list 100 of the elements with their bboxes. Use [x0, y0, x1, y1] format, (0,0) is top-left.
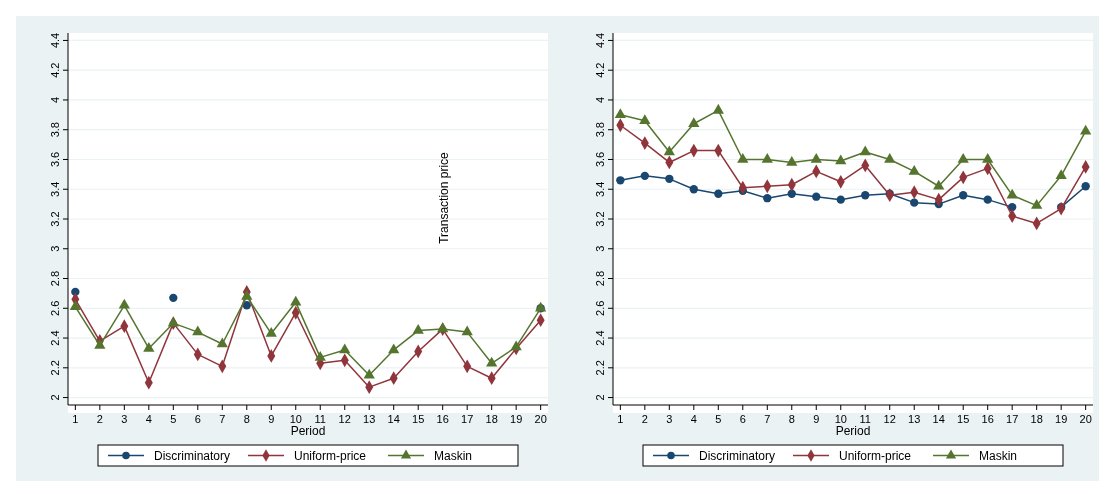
x-tick-label: 11 [314, 413, 326, 425]
x-axis-title: Period [835, 424, 871, 438]
y-tick-label: 3.6 [594, 151, 606, 168]
legend-label: Uniform-price [839, 449, 912, 463]
x-tick-label: 4 [690, 413, 697, 425]
point [1080, 124, 1092, 135]
x-tick-label: 17 [1006, 413, 1019, 425]
point [640, 171, 650, 181]
point [118, 298, 130, 309]
y-tick-label: 3.2 [594, 211, 606, 227]
point [510, 340, 522, 351]
x-tick-label: 11 [859, 413, 871, 425]
point [665, 174, 674, 183]
y-tick-label: 2.8 [49, 270, 61, 287]
point [787, 189, 796, 198]
point [761, 152, 773, 163]
x-tick-label: 1 [617, 413, 624, 425]
x-tick-label: 13 [363, 413, 376, 425]
y-tick-label: 2.4 [594, 330, 606, 346]
point [836, 195, 845, 204]
point [69, 300, 81, 311]
x-tick-label: 14 [932, 413, 945, 425]
x-tick-label: 15 [957, 413, 970, 425]
point [314, 350, 326, 361]
point [763, 193, 772, 203]
legend-label: Discriminatory [154, 449, 231, 463]
x-tick-label: 10 [834, 413, 847, 425]
x-tick-label: 16 [436, 413, 449, 425]
point [486, 356, 498, 367]
x-tick-label: 2 [96, 413, 103, 425]
point [1031, 199, 1043, 209]
y-tick-label: 4 [49, 96, 61, 104]
legend-label: Maskin [434, 449, 473, 463]
point [216, 337, 228, 348]
point [737, 152, 749, 163]
point [461, 325, 473, 336]
point [859, 145, 871, 156]
legend-label: Maskin [979, 449, 1018, 463]
x-tick-label: 14 [387, 413, 400, 425]
x-tick-label: 8 [243, 413, 250, 425]
annotation: Transaction price [437, 151, 451, 244]
point [688, 117, 700, 128]
y-tick-label: 3 [49, 245, 61, 252]
x-tick-label: 16 [981, 413, 994, 425]
y-tick-label: 3 [594, 245, 606, 252]
point [241, 289, 253, 300]
x-tick-label: 3 [666, 413, 673, 425]
point [910, 198, 919, 207]
point [1081, 182, 1090, 191]
point [242, 301, 251, 310]
x-tick-label: 7 [219, 413, 226, 425]
point [714, 189, 723, 198]
x-tick-label: 20 [1079, 413, 1092, 425]
x-tick-label: 7 [764, 413, 771, 425]
y-tick-label: 3.4 [594, 181, 606, 197]
x-tick-label: 13 [908, 413, 921, 425]
point [983, 195, 992, 204]
y-tick-label: 2.6 [49, 300, 61, 316]
point [167, 316, 179, 327]
x-tick-label: 1 [72, 413, 79, 425]
x-tick-label: 2 [641, 413, 648, 425]
point [812, 192, 821, 201]
x-tick-label: 6 [194, 413, 201, 425]
x-tick-label: 8 [788, 413, 795, 425]
x-tick-label: 20 [534, 413, 547, 425]
point [1055, 169, 1067, 180]
y-tick-label: 2.2 [594, 360, 606, 376]
point [957, 152, 969, 163]
x-tick-label: 19 [510, 413, 523, 425]
point [143, 341, 155, 352]
legend-label: Discriminatory [699, 449, 776, 463]
y-tick-label: 4.4 [49, 32, 61, 49]
legend-label: Uniform-price [294, 449, 367, 463]
y-tick-label: 4 [594, 96, 606, 104]
point [192, 325, 204, 336]
y-tick-label: 2.2 [49, 360, 61, 376]
point [412, 324, 424, 334]
y-tick-label: 4.4 [594, 32, 606, 49]
y-tick-label: 3.4 [49, 181, 61, 197]
y-tick-label: 2 [594, 394, 606, 401]
y-tick-label: 2 [49, 394, 61, 401]
x-tick-label: 4 [145, 413, 152, 425]
x-tick-label: 10 [289, 413, 302, 425]
x-tick-label: 9 [813, 413, 820, 425]
x-tick-label: 15 [412, 413, 425, 425]
y-tick-label: 4.2 [594, 62, 606, 78]
point [810, 152, 822, 163]
point [363, 368, 375, 379]
x-tick-label: 12 [338, 413, 351, 425]
point [959, 191, 968, 200]
x-tick-label: 5 [170, 413, 177, 425]
point [616, 176, 625, 185]
point [933, 179, 945, 190]
x-tick-label: 6 [739, 413, 746, 425]
point [639, 114, 651, 125]
x-tick-label: 18 [485, 413, 498, 425]
x-tick-label: 12 [883, 413, 896, 425]
point [265, 327, 277, 337]
x-tick-label: 3 [121, 413, 128, 425]
x-tick-label: 17 [461, 413, 474, 425]
